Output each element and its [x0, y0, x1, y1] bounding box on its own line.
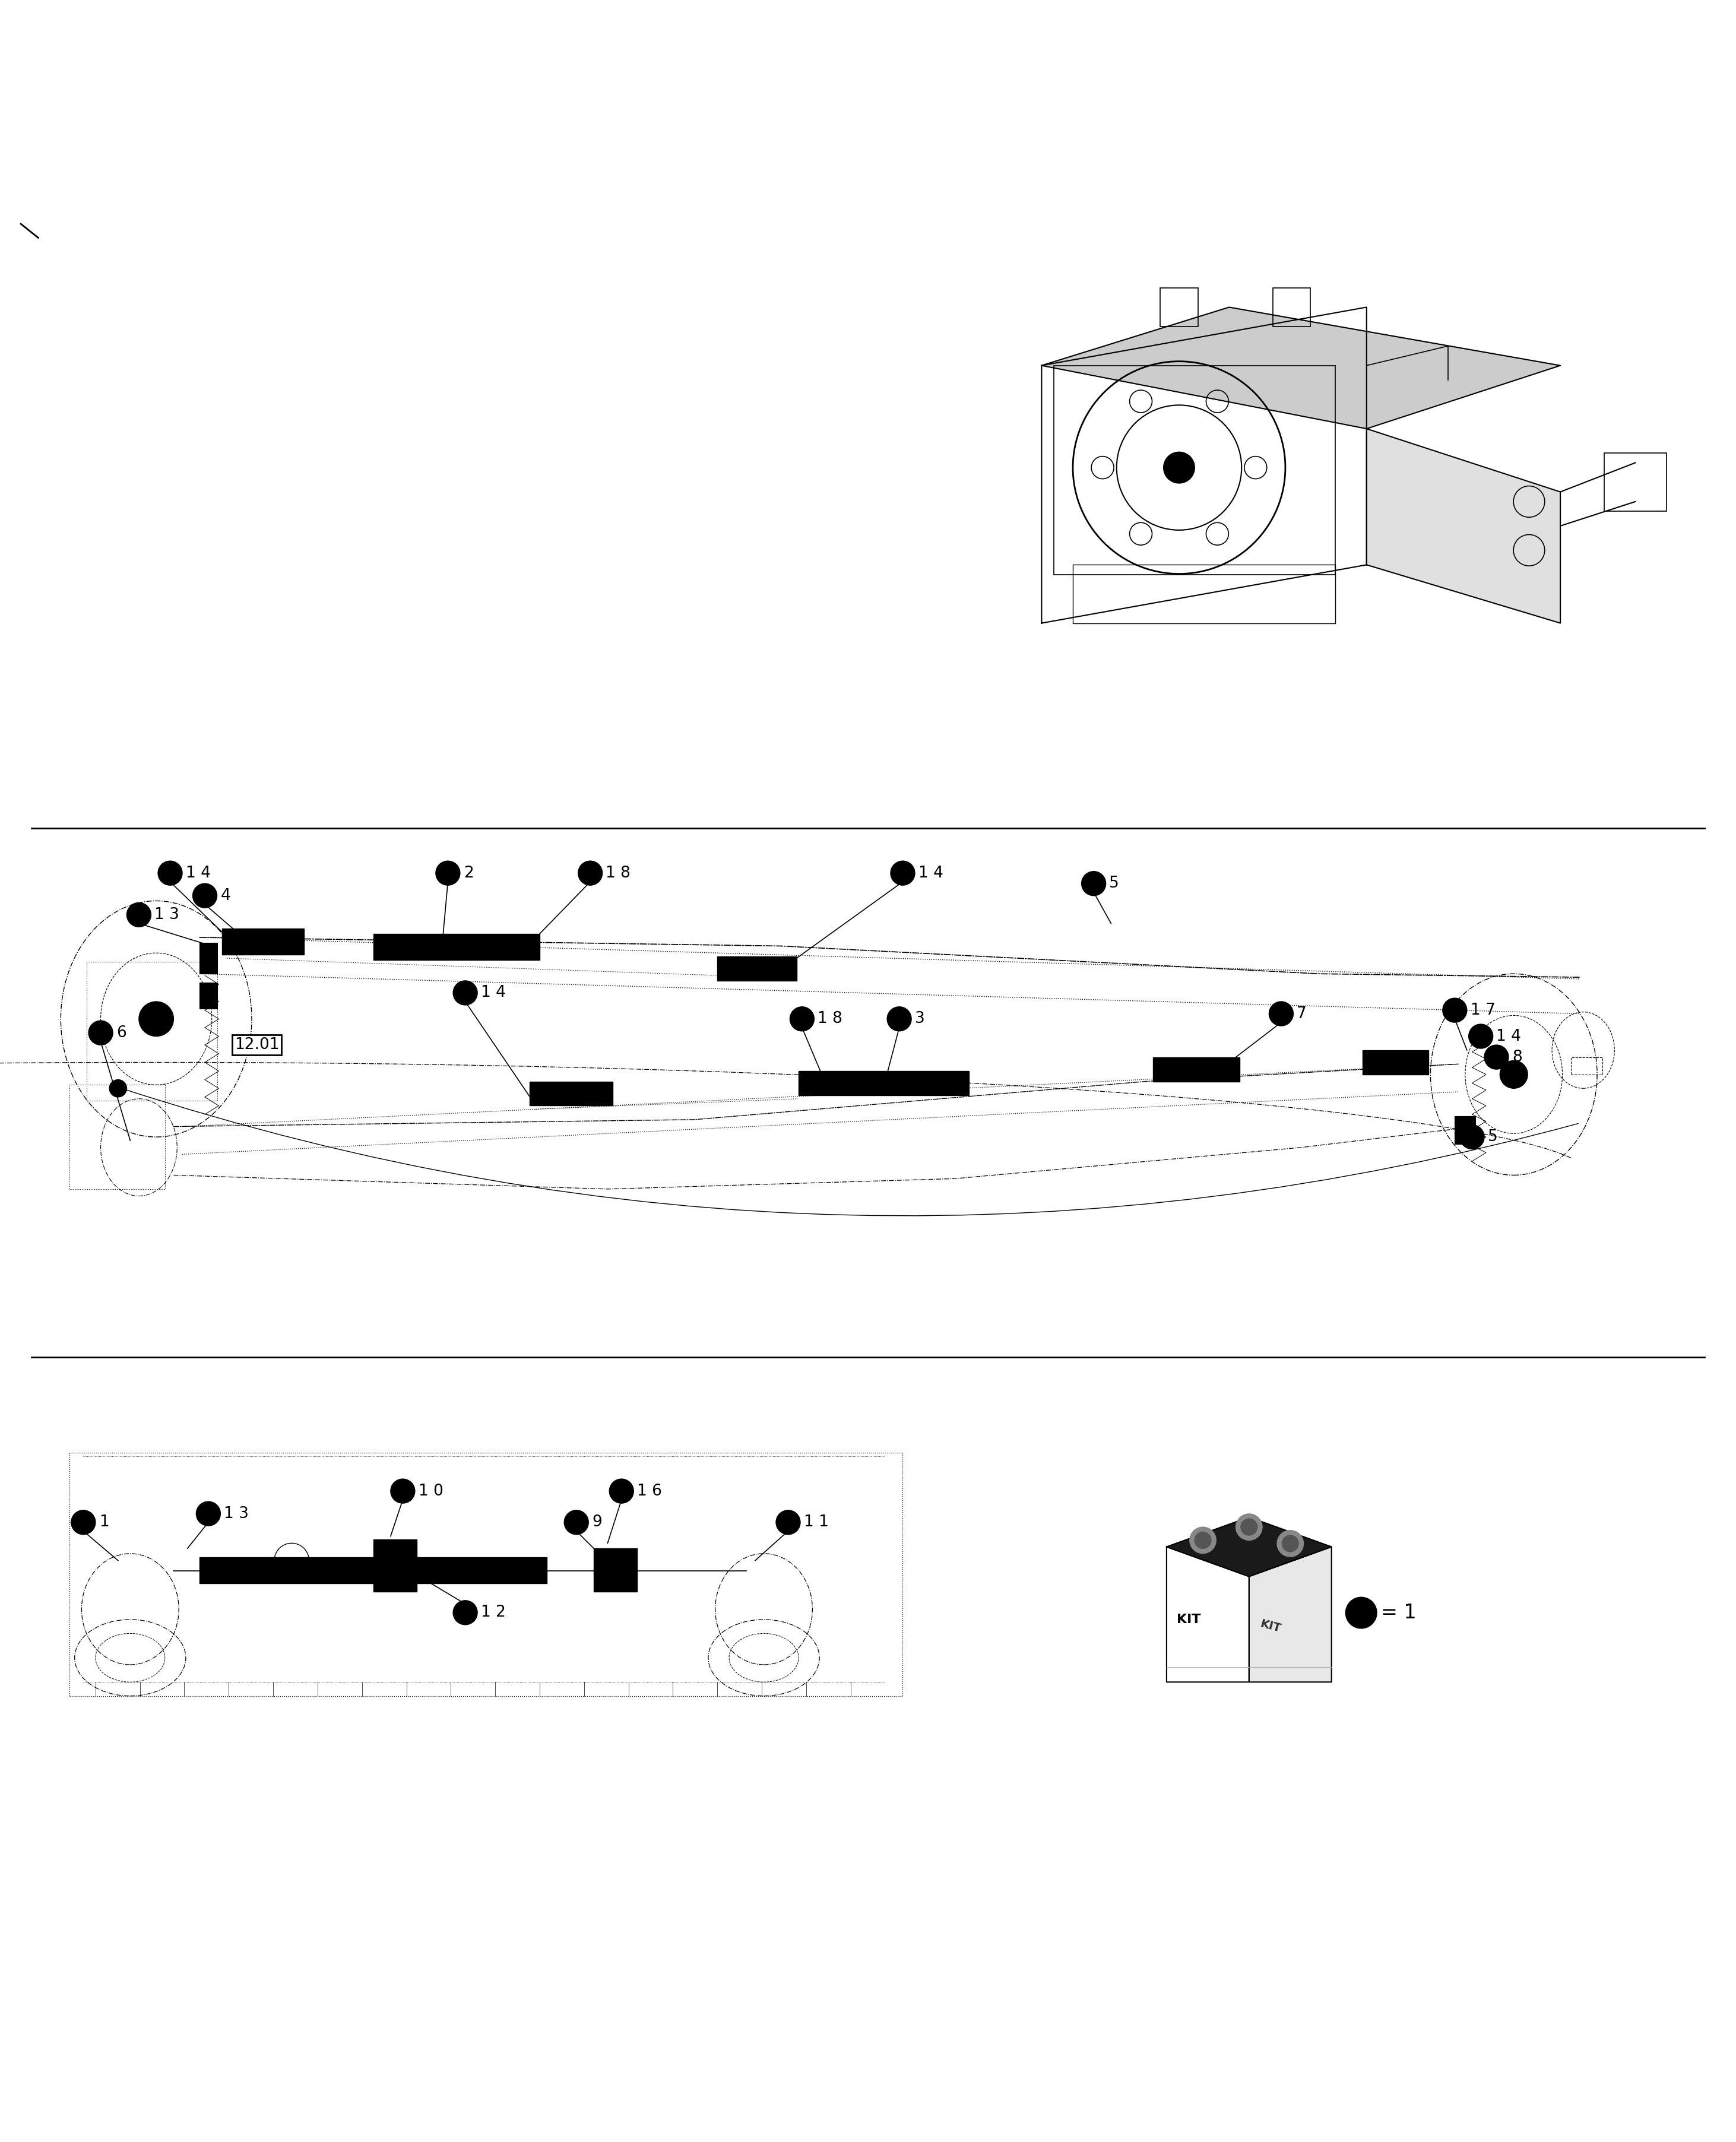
Circle shape: [1194, 1532, 1212, 1549]
Polygon shape: [1042, 306, 1561, 428]
Bar: [222, 930, 304, 955]
Text: 1 2: 1 2: [481, 1604, 505, 1619]
Text: 1 4: 1 4: [186, 865, 210, 880]
Circle shape: [453, 981, 477, 1005]
Text: 1 0: 1 0: [418, 1484, 443, 1499]
Bar: [1363, 1050, 1429, 1075]
Bar: [1604, 452, 1667, 512]
Circle shape: [887, 1007, 911, 1030]
Polygon shape: [1042, 306, 1366, 623]
Bar: [799, 1071, 969, 1095]
Polygon shape: [1366, 428, 1561, 623]
Text: 9: 9: [592, 1514, 602, 1529]
Circle shape: [1236, 1514, 1262, 1540]
Text: KIT: KIT: [1259, 1617, 1283, 1634]
Circle shape: [1443, 998, 1467, 1022]
Circle shape: [1269, 1002, 1293, 1026]
Text: 5: 5: [1488, 1129, 1498, 1144]
Circle shape: [139, 1002, 174, 1037]
Circle shape: [891, 861, 915, 885]
Bar: [1160, 287, 1198, 326]
Text: 12.01: 12.01: [234, 1037, 279, 1052]
Bar: [373, 1540, 417, 1592]
Circle shape: [436, 861, 460, 885]
Bar: [717, 957, 797, 981]
Text: 6: 6: [116, 1026, 127, 1041]
Bar: [373, 934, 540, 960]
Bar: [594, 1549, 637, 1592]
Bar: [200, 942, 217, 975]
Bar: [529, 1082, 613, 1105]
Circle shape: [1163, 452, 1194, 484]
Circle shape: [578, 861, 602, 885]
Bar: [1073, 565, 1335, 623]
Circle shape: [1469, 1024, 1493, 1047]
Circle shape: [453, 1600, 477, 1626]
Circle shape: [1500, 1060, 1528, 1088]
Bar: [1455, 1116, 1476, 1144]
Text: 5: 5: [1109, 876, 1120, 891]
Circle shape: [1189, 1527, 1215, 1553]
Bar: [69, 1084, 165, 1189]
Circle shape: [109, 1080, 127, 1097]
Text: 1 3: 1 3: [224, 1506, 248, 1521]
Text: 1 7: 1 7: [1470, 1002, 1495, 1017]
Text: KIT: KIT: [1177, 1613, 1201, 1626]
Circle shape: [1241, 1519, 1257, 1536]
Circle shape: [1082, 872, 1106, 895]
Bar: [1054, 366, 1335, 574]
Circle shape: [776, 1510, 800, 1534]
Text: = 1: = 1: [1382, 1602, 1417, 1624]
Text: 3: 3: [915, 1011, 925, 1026]
Circle shape: [1484, 1045, 1509, 1069]
Text: 7: 7: [1297, 1007, 1307, 1022]
Bar: [69, 1452, 903, 1696]
Text: 1 4: 1 4: [918, 865, 943, 880]
Text: 1 4: 1 4: [481, 985, 505, 1000]
Circle shape: [196, 1502, 220, 1525]
Polygon shape: [1250, 1547, 1332, 1681]
Text: 8: 8: [1512, 1050, 1522, 1065]
Circle shape: [193, 883, 217, 908]
Bar: [200, 1557, 547, 1583]
Circle shape: [89, 1020, 113, 1045]
Text: 1: 1: [99, 1514, 109, 1529]
Bar: [1153, 1058, 1240, 1082]
Text: 4: 4: [220, 889, 231, 904]
Circle shape: [71, 1510, 95, 1534]
Circle shape: [158, 861, 182, 885]
Circle shape: [127, 902, 151, 927]
Circle shape: [609, 1478, 634, 1504]
Bar: [1272, 287, 1311, 326]
Text: 1 6: 1 6: [637, 1484, 661, 1499]
Circle shape: [790, 1007, 814, 1030]
Bar: [87, 962, 217, 1101]
Text: 1 8: 1 8: [606, 865, 630, 880]
Text: 1 3: 1 3: [155, 906, 179, 923]
Polygon shape: [1167, 1547, 1250, 1681]
Circle shape: [1345, 1598, 1377, 1628]
Circle shape: [1278, 1529, 1304, 1557]
Text: 2: 2: [464, 865, 474, 880]
Circle shape: [1460, 1125, 1484, 1148]
Circle shape: [1281, 1536, 1299, 1551]
Circle shape: [564, 1510, 589, 1534]
Text: 1 1: 1 1: [804, 1514, 828, 1529]
Circle shape: [391, 1478, 415, 1504]
Text: 1 4: 1 4: [1496, 1028, 1521, 1043]
Bar: [1571, 1058, 1602, 1075]
Polygon shape: [1167, 1517, 1332, 1577]
Bar: [200, 983, 217, 1009]
Text: 1 8: 1 8: [818, 1011, 842, 1026]
